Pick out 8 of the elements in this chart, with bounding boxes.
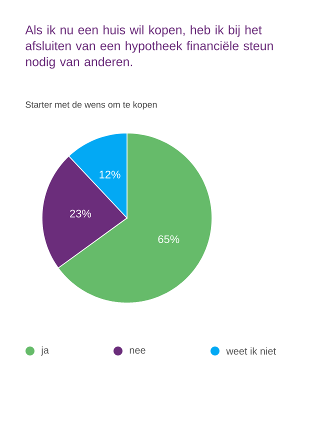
legend-label: ja [40, 346, 49, 356]
chart-subtitle: Starter met de wens om te kopen [26, 101, 157, 110]
data-label: 12% [100, 170, 120, 178]
data-label: 23% [70, 210, 92, 218]
legend-label: weet ik niet [226, 347, 276, 355]
legend-label: nee [130, 348, 146, 354]
chart-title: Als ik nu een huis wil kopen, heb ik bij het afsluiten van een hypotheek financiële steun nodig van anderen. [25, 25, 273, 69]
data-label: 65% [158, 235, 180, 244]
